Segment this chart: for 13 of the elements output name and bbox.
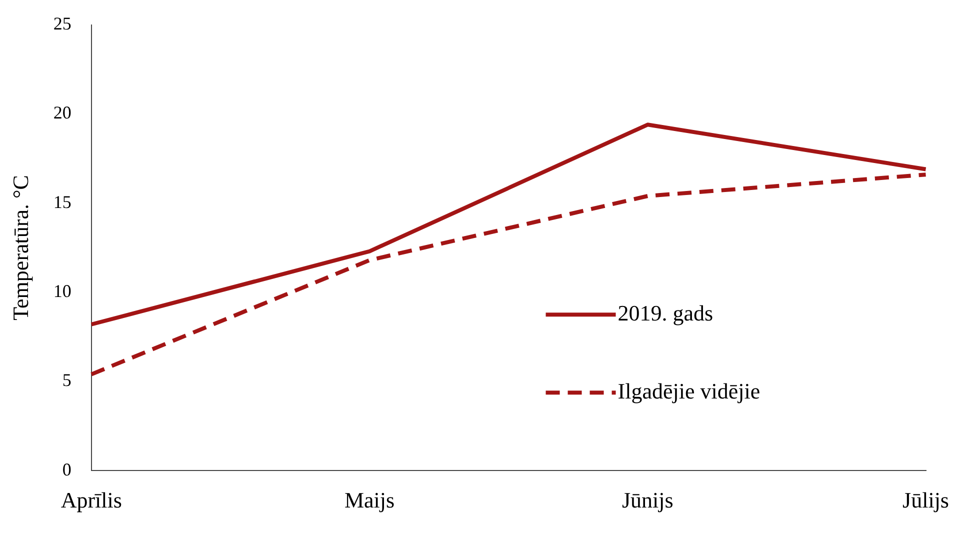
y-tick-label: 25 [53, 14, 72, 34]
x-tick-label: Jūnijs [622, 488, 674, 513]
x-tick-label: Maijs [344, 488, 395, 513]
y-tick-label: 5 [62, 370, 72, 390]
y-tick-label: 10 [53, 281, 72, 302]
x-tick-label: Jūlijs [902, 488, 950, 513]
y-tick-label: 0 [62, 459, 72, 480]
x-tick-label: Aprīlis [60, 488, 122, 513]
y-tick-label: 20 [53, 102, 72, 123]
y-axis-title: Temperatūra. °C [8, 175, 33, 320]
legend-label: Ilgadējie vidējie [618, 378, 760, 404]
y-tick-label: 15 [53, 192, 72, 212]
legend-label: 2019. gads [618, 300, 714, 326]
